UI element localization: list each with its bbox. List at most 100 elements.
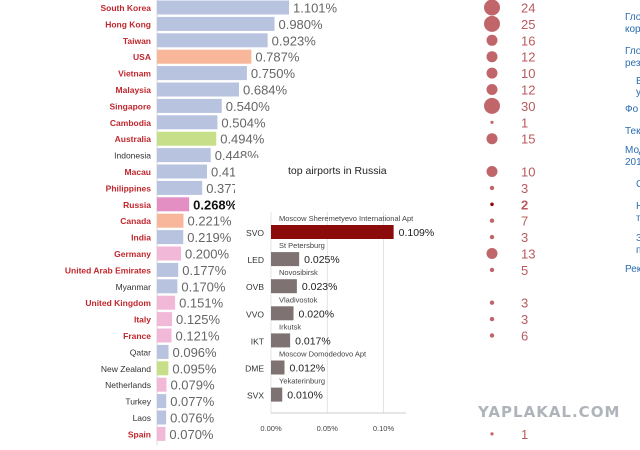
country-label: Australia — [115, 134, 152, 144]
side-panel-link[interactable]: кор — [625, 24, 640, 35]
side-panel-link[interactable]: 201 — [625, 157, 640, 168]
value-label: 0.221% — [187, 214, 232, 229]
country-bar — [157, 394, 167, 409]
count-dot — [489, 267, 495, 273]
country-bar — [157, 344, 169, 359]
value-label: 0.151% — [179, 296, 224, 311]
count-label: 24 — [521, 1, 535, 16]
country-label: South Korea — [100, 3, 151, 13]
country-bar — [157, 377, 167, 392]
value-label: 0.077% — [170, 394, 215, 409]
country-bar — [157, 131, 217, 146]
value-label: 0.200% — [185, 247, 230, 262]
count-dot — [484, 15, 500, 32]
count-dot — [486, 51, 498, 63]
country-bar — [157, 246, 181, 261]
country-label: Germany — [114, 249, 151, 259]
side-panel-link[interactable]: п — [636, 245, 640, 256]
country-label: Malaysia — [116, 85, 152, 95]
count-dot — [486, 166, 498, 177]
country-label: USA — [133, 52, 151, 62]
country-label: Singapore — [109, 101, 151, 111]
count-dot — [490, 120, 494, 124]
airport-bar — [271, 279, 297, 294]
value-label: 0.750% — [251, 66, 296, 81]
value-label: 0.684% — [243, 83, 288, 98]
country-bar — [157, 148, 211, 163]
count-dot — [486, 84, 498, 95]
country-bar — [157, 98, 222, 113]
side-panel-link[interactable]: у — [636, 87, 640, 98]
country-label: Laos — [133, 413, 151, 423]
side-panel-link[interactable]: Н — [636, 201, 640, 212]
airport-value-label: 0.109% — [399, 227, 435, 239]
airport-code: IKT — [251, 336, 264, 346]
side-panel-link[interactable]: В — [636, 76, 640, 87]
count-label: 12 — [521, 83, 535, 98]
value-label: 1.101% — [293, 1, 338, 16]
country-label: Spain — [128, 429, 151, 439]
country-bar — [157, 33, 268, 48]
country-bar — [157, 361, 169, 376]
side-panel-link[interactable]: Гло — [625, 12, 640, 23]
country-label: Philippines — [106, 183, 152, 193]
value-label: 0.095% — [172, 361, 217, 376]
count-dot — [489, 185, 495, 191]
airport-code: LED — [247, 255, 264, 265]
value-label: 0.070% — [169, 427, 214, 442]
value-label: 0.787% — [255, 50, 300, 65]
airport-code: SVX — [247, 391, 264, 401]
country-bar — [157, 16, 275, 31]
country-label: Taiwan — [123, 36, 151, 46]
side-panel-link[interactable]: т — [636, 213, 640, 224]
country-label: France — [123, 331, 151, 341]
count-dot — [489, 316, 495, 322]
airport-code: SVO — [246, 228, 264, 238]
side-panel-link[interactable]: С — [636, 179, 640, 190]
country-label: Macau — [125, 167, 151, 177]
count-label: 3 — [521, 312, 528, 327]
side-panel-link[interactable]: Мод — [625, 145, 640, 156]
country-label: Italy — [134, 315, 151, 325]
value-label: 0.079% — [170, 378, 215, 393]
count-label: 3 — [521, 230, 528, 245]
country-bar — [157, 197, 190, 212]
airport-name: Yekaterinburg — [279, 377, 325, 386]
country-bar — [157, 328, 172, 343]
right-sidebar: ГлокорГлорезВуФоТекМод201СНтЗпРек — [623, 0, 640, 445]
airport-name: Novosibirsk — [279, 268, 318, 277]
country-bar — [157, 0, 289, 15]
value-label: 0.540% — [226, 99, 271, 114]
airport-name: Moscow Domodedovo Apt — [279, 350, 367, 359]
count-label: 1 — [521, 115, 528, 130]
country-label: United Arab Emirates — [65, 265, 151, 275]
airport-bar — [271, 225, 394, 239]
inset-tick-label: 0.05% — [317, 424, 339, 433]
count-label: 12 — [521, 50, 535, 65]
count-dot — [484, 0, 500, 16]
side-panel-link[interactable]: Рек — [625, 264, 640, 275]
count-dot — [486, 248, 498, 259]
value-label: 0.923% — [272, 33, 317, 48]
airport-value-label: 0.010% — [287, 390, 323, 402]
count-dot — [489, 300, 495, 305]
value-label: 0.980% — [278, 17, 323, 32]
country-bar — [157, 164, 207, 179]
country-label: Indonesia — [114, 151, 151, 161]
country-label: Myanmar — [116, 282, 152, 292]
count-label: 6 — [521, 329, 528, 344]
airport-value-label: 0.025% — [304, 254, 340, 266]
side-panel-link[interactable]: Фо — [625, 104, 639, 115]
airport-name: Vladivostok — [279, 295, 318, 304]
country-bar — [157, 426, 166, 441]
airport-bar — [271, 333, 291, 348]
side-panel-link[interactable]: Гло — [625, 46, 640, 57]
side-panel-link[interactable]: Тек — [625, 126, 640, 137]
side-panel-link[interactable]: З — [636, 233, 640, 244]
country-bar — [157, 279, 178, 294]
side-panel-link[interactable]: рез — [625, 58, 640, 69]
country-bar — [157, 49, 252, 64]
value-label: 0.219% — [187, 230, 232, 245]
country-bar — [157, 262, 179, 277]
